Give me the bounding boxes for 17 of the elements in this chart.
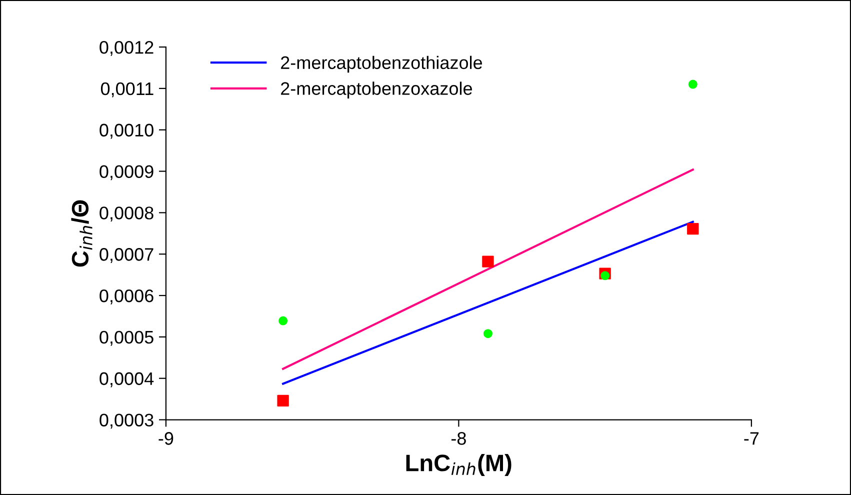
x-tick-label: -9 [158, 432, 174, 445]
x-tick-label: -7 [744, 432, 759, 445]
y-tick-label: 0,0009 [100, 165, 154, 180]
x-axis-title: LnC$_{inh}$(M) [406, 454, 512, 476]
y-tick-label: 0,0003 [100, 414, 154, 429]
y-tick-label: 0,0012 [100, 40, 154, 56]
y-tick-label: 0,0007 [100, 248, 154, 263]
y-tick-label: 0,0010 [100, 124, 154, 139]
y-tick-label: 0,0005 [100, 330, 154, 346]
y-tick-label: 0,0006 [100, 289, 154, 304]
y-tick-label: 0,0004 [100, 372, 154, 388]
y-tick-label: 0,0008 [100, 206, 154, 222]
x-tick-label: -8 [451, 432, 466, 445]
legend-label: 2-mercaptobenzothiazole [280, 56, 482, 73]
y-tick-label: 0,0011 [100, 82, 154, 98]
y-axis-title: C$_{inh}$/Θ [71, 200, 92, 267]
legend-label: 2-mercaptobenzoxazole [280, 82, 472, 99]
